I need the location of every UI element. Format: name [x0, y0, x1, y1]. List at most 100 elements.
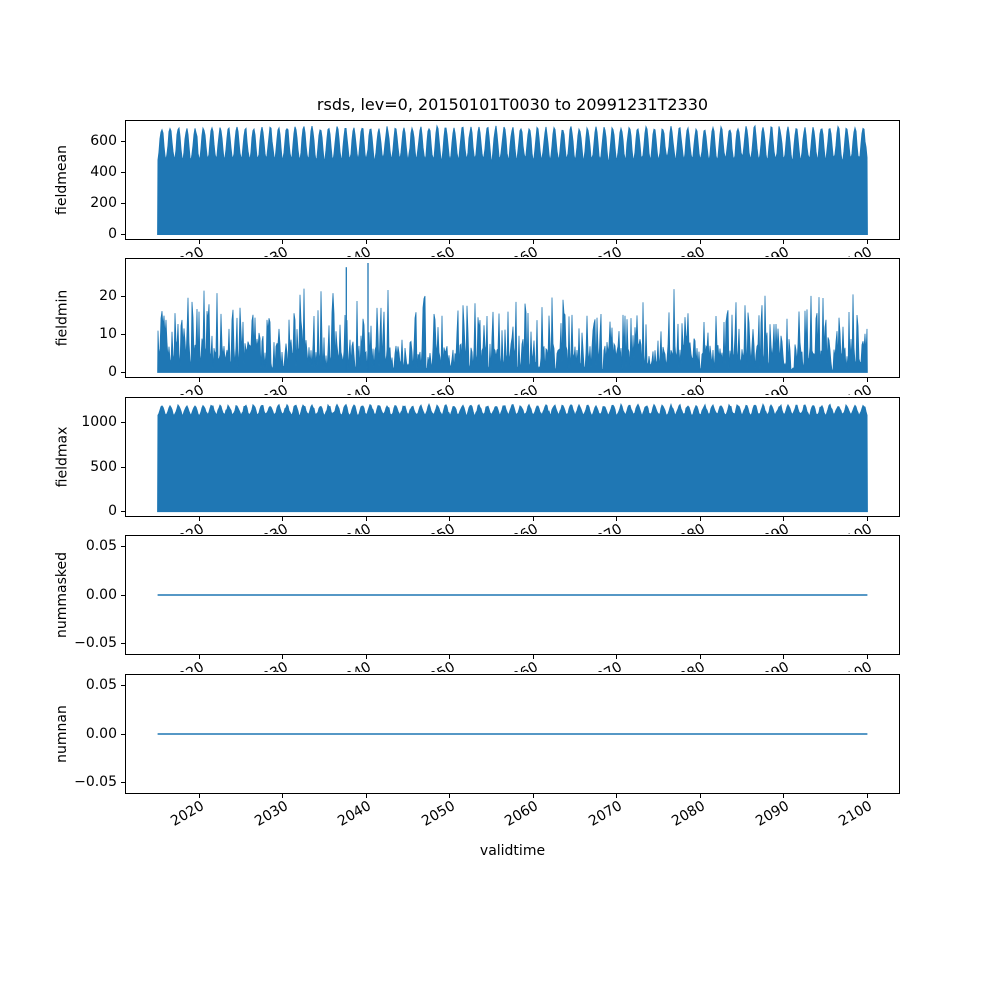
subplot-fieldmean: fieldmean 020040060020202030204020502060… [0, 120, 1000, 257]
y-tick-mark [121, 511, 125, 513]
x-tick-mark [365, 378, 367, 382]
y-tick-label: 0 [108, 363, 117, 380]
y-tick-label: −0.05 [74, 773, 117, 790]
x-tick-label: 2060 [473, 521, 542, 534]
y-tick-label: 20 [99, 287, 117, 304]
x-tick-label: 2100 [807, 244, 876, 257]
x-tick-label: 2020 [139, 244, 207, 257]
x-tick-label: 2070 [556, 521, 625, 534]
x-tick-label: 2050 [389, 521, 458, 534]
x-tick-mark [282, 378, 284, 382]
x-tick-mark [282, 794, 284, 798]
y-tick-label: 500 [90, 458, 117, 475]
x-tick-label: 2040 [306, 382, 374, 395]
x-tick-label: 2090 [753, 798, 792, 830]
y-tick-mark [121, 422, 125, 424]
x-tick-mark [365, 517, 367, 521]
y-tick-mark [121, 546, 125, 548]
x-tick-label: 2060 [473, 382, 542, 395]
x-tick-label: 2040 [306, 521, 374, 534]
figure-title: rsds, lev=0, 20150101T0030 to 20991231T2… [316, 95, 709, 114]
x-tick-mark [616, 517, 618, 521]
y-tick-label: 200 [90, 194, 117, 211]
x-tick-label: 2070 [556, 382, 625, 395]
axes-box [125, 535, 900, 655]
x-tick-label: 2020 [139, 382, 207, 395]
x-tick-label: 2050 [389, 244, 458, 257]
x-tick-label: 2070 [556, 659, 625, 672]
y-tick-mark [121, 781, 125, 783]
x-tick-mark [198, 655, 200, 659]
x-tick-label: 2090 [723, 659, 792, 672]
x-tick-label: 2060 [502, 798, 542, 830]
y-tick-mark [121, 594, 125, 596]
subplot-nummasked: nummasked −0.050.000.0520202030204020502… [0, 535, 1000, 672]
x-tick-label: 2020 [139, 521, 207, 534]
x-tick-mark [449, 240, 451, 244]
y-tick-mark [121, 371, 125, 373]
x-tick-mark [532, 378, 534, 382]
x-tick-mark [699, 794, 701, 798]
y-tick-mark [121, 466, 125, 468]
x-tick-label: 2100 [807, 382, 876, 395]
x-tick-mark [699, 240, 701, 244]
series-fieldmean [157, 124, 868, 235]
x-tick-mark [783, 794, 785, 798]
axes-box [125, 674, 900, 794]
x-tick-label: 2020 [139, 659, 207, 672]
y-tick-label: −0.05 [74, 634, 117, 651]
x-tick-label: 2090 [723, 521, 792, 534]
subplot-fieldmin: fieldmin 0102020202030204020502060207020… [0, 258, 1000, 395]
x-tick-mark [783, 655, 785, 659]
x-tick-label: 2080 [640, 382, 709, 395]
x-tick-label: 2060 [473, 244, 542, 257]
x-tick-label: 2030 [222, 244, 291, 257]
x-tick-label: 2020 [168, 798, 208, 830]
x-tick-label-strip: 2020 2030 2040 2050 2060 2070 2080 2090 2100 [0, 382, 1000, 395]
plot-area-fieldmin [125, 258, 900, 378]
y-tick-mark [121, 295, 125, 297]
x-tick-label-strip: 2020 2030 2040 2050 2060 2070 2080 2090 2100 [0, 521, 1000, 534]
x-tick-label: 2050 [418, 798, 458, 830]
y-tick-mark [121, 234, 125, 236]
series-fieldmax [157, 402, 868, 513]
x-tick-mark [866, 517, 868, 521]
x-tick-mark [866, 794, 868, 798]
y-tick-mark [121, 140, 125, 142]
x-tick-mark [365, 794, 367, 798]
x-tick-mark [282, 517, 284, 521]
x-tick-label: 2050 [389, 659, 458, 672]
y-tick-label: 600 [90, 132, 117, 149]
x-tick-mark [616, 240, 618, 244]
x-tick-label: 2070 [556, 244, 625, 257]
plot-area-nummasked [125, 535, 900, 655]
x-tick-label: 2070 [586, 798, 625, 830]
x-tick-mark [532, 240, 534, 244]
x-tick-mark [449, 655, 451, 659]
x-tick-label-strip: 2020 2030 2040 2050 2060 2070 2080 2090 2100 [0, 798, 1000, 844]
x-tick-mark [532, 794, 534, 798]
y-tick-label: 0.05 [85, 677, 117, 694]
y-tick-mark [121, 202, 125, 204]
y-tick-label: 0 [108, 226, 117, 243]
x-tick-label: 2100 [836, 798, 876, 830]
x-tick-mark [532, 517, 534, 521]
x-tick-label: 2090 [723, 244, 792, 257]
x-tick-mark [532, 655, 534, 659]
x-tick-mark [783, 240, 785, 244]
x-tick-mark [699, 378, 701, 382]
subplot-numnan: numnan −0.05 0.00 0.05 2020 2030 2040 2050 2060… [0, 674, 1000, 830]
x-tick-mark [783, 378, 785, 382]
x-tick-mark [365, 240, 367, 244]
x-tick-label: 2040 [306, 659, 374, 672]
x-tick-label: 2030 [222, 521, 291, 534]
x-tick-mark [282, 655, 284, 659]
x-tick-mark [866, 655, 868, 659]
x-tick-mark [783, 517, 785, 521]
x-tick-label: 2080 [640, 521, 709, 534]
plot-area-fieldmean [125, 120, 900, 240]
x-tick-mark [365, 655, 367, 659]
x-tick-label: 2040 [335, 798, 375, 830]
x-tick-mark [198, 517, 200, 521]
y-tick-mark [121, 333, 125, 335]
